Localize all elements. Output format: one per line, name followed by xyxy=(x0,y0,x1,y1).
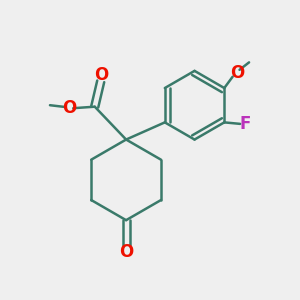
Text: O: O xyxy=(62,99,76,117)
Text: O: O xyxy=(119,243,133,261)
Text: O: O xyxy=(230,64,244,82)
Text: O: O xyxy=(94,66,109,84)
Text: F: F xyxy=(239,115,250,133)
